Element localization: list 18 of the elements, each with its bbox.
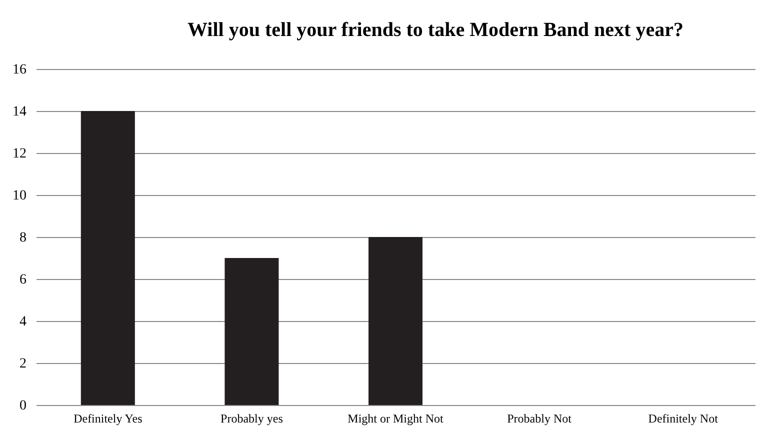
x-tick-label: Definitely Not bbox=[648, 412, 719, 426]
y-tick-label: 6 bbox=[20, 272, 26, 288]
y-tick-label: 0 bbox=[20, 398, 26, 414]
y-tick-label: 10 bbox=[12, 188, 26, 204]
y-tick-label: 2 bbox=[20, 356, 26, 372]
y-tick-label: 14 bbox=[12, 104, 26, 120]
x-tick-label: Definitely Yes bbox=[74, 412, 143, 426]
x-tick-label: Might or Might Not bbox=[348, 412, 444, 426]
x-tick-label: Probably yes bbox=[220, 412, 284, 426]
chart-title: Will you tell your friends to take Modern Band next year? bbox=[188, 19, 684, 41]
x-tick-label: Probably Not bbox=[507, 412, 572, 426]
bar bbox=[368, 237, 422, 405]
y-tick-label: 16 bbox=[12, 62, 26, 78]
bar bbox=[224, 258, 279, 405]
y-tick-label: 12 bbox=[12, 146, 26, 162]
y-tick-label: 4 bbox=[20, 314, 26, 330]
bar bbox=[80, 111, 135, 405]
y-tick-label: 8 bbox=[20, 230, 26, 246]
